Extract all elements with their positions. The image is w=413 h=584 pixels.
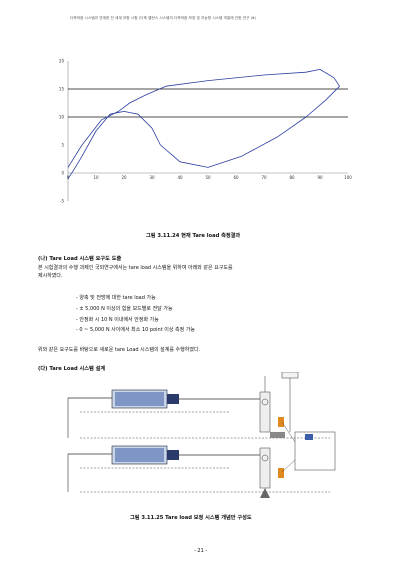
chart-axes xyxy=(67,61,348,201)
x-tick-label: 50 xyxy=(205,175,211,180)
y-tick-label: 20 xyxy=(59,59,65,64)
bullet-2: - ± 5,000 N 이상의 힘을 모드별로 전달 가능 xyxy=(76,306,173,312)
running-header: 다축하중 시스템과 연계한 전 세계 모형 시험 (다축 밸런스 시스템의 다축… xyxy=(70,16,256,20)
section-na-paragraph: 본 시험결과의 수행 과제인 국외연구에서는 tare load 시스템을 위하… xyxy=(38,264,233,280)
section-na-closing: 위와 같은 요구도를 바탕으로 새로운 tare Load 시스템의 설계를 수… xyxy=(38,347,201,353)
chart-lines xyxy=(67,69,340,179)
x-tick-label: 80 xyxy=(289,175,295,180)
controller-unit xyxy=(281,421,336,473)
x-tick-label: 70 xyxy=(261,175,267,180)
figure1-caption: 그림 3.11.24 현재 Tare load 측정결과 xyxy=(146,233,241,239)
para-line-2: 제시하였다. xyxy=(38,273,63,279)
x-tick-label: 10 xyxy=(93,175,99,180)
page-number: - 21 - xyxy=(194,548,208,554)
x-tick-label: 90 xyxy=(317,175,323,180)
para-line-1: 본 시험결과의 수행 과제인 국외연구에서는 tare load 시스템을 위하… xyxy=(38,265,233,271)
y-tick-label: 0 xyxy=(61,171,64,176)
section-na-heading: (나) Tare Load 시스템 요구도 도출 xyxy=(38,256,122,262)
bullet-1: - 양축 및 전방에 대한 tare load 가능 xyxy=(76,295,156,301)
x-tick-label: 0 xyxy=(67,175,70,180)
figure2-caption: 그림 3.11.25 Tare load 보정 시스템 개념안 구성도 xyxy=(130,515,252,521)
signal-lines xyxy=(80,411,330,493)
series-line-2 xyxy=(67,85,340,179)
x-tick-label: 30 xyxy=(149,175,155,180)
y-tick-label: 10 xyxy=(59,115,65,120)
x-tick-label: 40 xyxy=(177,175,183,180)
bullet-4: - 0 ~ 5,000 N 사이에서 최소 10 point 이상 측정 가능 xyxy=(76,327,196,333)
lower-load-cell xyxy=(259,447,284,498)
x-tick-label: 60 xyxy=(233,175,239,180)
lower-actuator-assembly xyxy=(67,445,260,492)
series-line-1 xyxy=(67,69,340,168)
upper-actuator-assembly xyxy=(67,389,260,438)
y-tick-label: 5 xyxy=(61,143,64,148)
tare-load-system-diagram xyxy=(67,372,336,498)
x-tick-label: 100 xyxy=(344,175,352,180)
y-tick-label: 15 xyxy=(59,87,65,92)
y-tick-label: -5 xyxy=(60,199,64,204)
bullet-3: - 안정화 시 10 N 이내에서 안정화 가능 xyxy=(76,317,159,323)
x-tick-label: 20 xyxy=(121,175,127,180)
section-da-heading: (다) Tare Load 시스템 설계 xyxy=(38,366,106,372)
upper-load-cell xyxy=(259,391,285,438)
top-cable xyxy=(264,372,299,432)
chart-grid xyxy=(68,88,348,118)
